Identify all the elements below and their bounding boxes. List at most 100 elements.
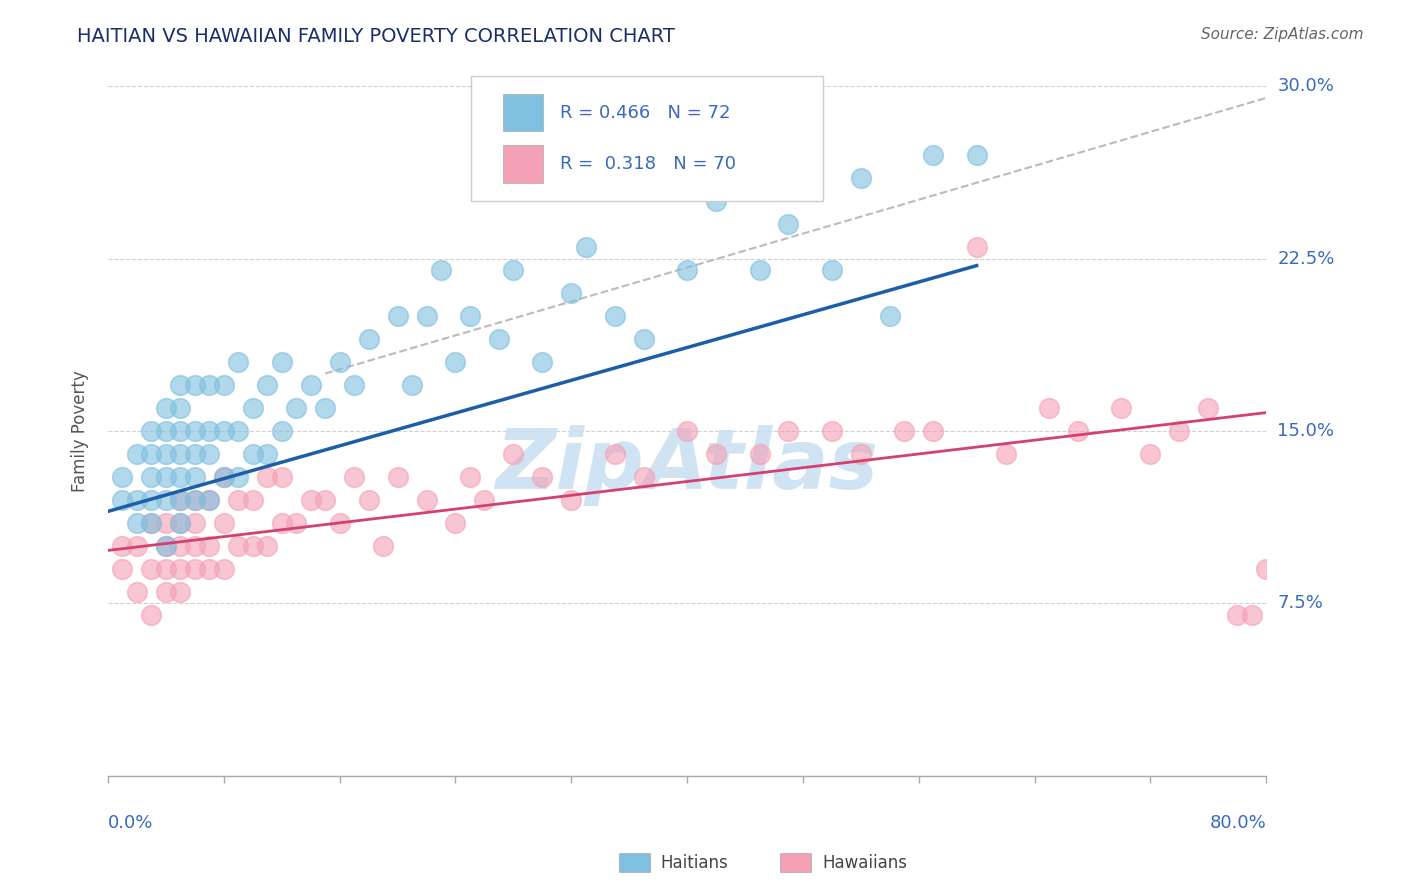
Point xyxy=(226,470,249,484)
Point xyxy=(748,447,770,461)
Point xyxy=(242,401,264,415)
Point xyxy=(125,492,148,507)
Point xyxy=(256,447,278,461)
Point xyxy=(184,470,207,484)
Point xyxy=(458,470,481,484)
Point xyxy=(198,492,221,507)
Point xyxy=(256,470,278,484)
Point xyxy=(270,516,292,530)
Point xyxy=(198,562,221,576)
Point xyxy=(169,492,191,507)
Point xyxy=(184,539,207,553)
Point xyxy=(155,539,177,553)
Point xyxy=(256,378,278,392)
Point xyxy=(111,539,134,553)
Point xyxy=(169,584,191,599)
Point xyxy=(415,492,437,507)
Point xyxy=(299,378,322,392)
Point xyxy=(184,424,207,438)
Point xyxy=(141,562,163,576)
Point xyxy=(1067,424,1090,438)
Point xyxy=(212,470,235,484)
Point xyxy=(141,424,163,438)
Point xyxy=(226,424,249,438)
Point xyxy=(141,516,163,530)
Point xyxy=(531,355,554,369)
Point xyxy=(169,424,191,438)
Point xyxy=(1256,562,1278,576)
Point xyxy=(387,309,409,323)
Point xyxy=(966,148,988,162)
Point xyxy=(125,516,148,530)
Point xyxy=(357,492,380,507)
Point xyxy=(343,470,366,484)
Point xyxy=(575,240,598,254)
Text: 22.5%: 22.5% xyxy=(1278,250,1334,268)
Point xyxy=(343,378,366,392)
Text: 15.0%: 15.0% xyxy=(1278,422,1334,440)
Point xyxy=(329,516,352,530)
Point xyxy=(488,332,510,346)
Point xyxy=(748,263,770,277)
Point xyxy=(633,470,655,484)
Point xyxy=(357,332,380,346)
Point xyxy=(1111,401,1133,415)
Point xyxy=(111,492,134,507)
Point xyxy=(415,309,437,323)
Point xyxy=(212,470,235,484)
Point xyxy=(994,447,1017,461)
Point xyxy=(849,171,872,186)
Point xyxy=(184,492,207,507)
Point xyxy=(285,516,308,530)
Point xyxy=(633,332,655,346)
Text: ZipAtlas: ZipAtlas xyxy=(495,425,879,506)
Text: 30.0%: 30.0% xyxy=(1278,78,1334,95)
Point xyxy=(111,562,134,576)
Point xyxy=(444,516,467,530)
Point xyxy=(169,492,191,507)
Point xyxy=(169,447,191,461)
Point xyxy=(125,539,148,553)
Point xyxy=(184,562,207,576)
Point xyxy=(1197,401,1219,415)
Point xyxy=(155,584,177,599)
Point xyxy=(212,378,235,392)
Point xyxy=(560,492,582,507)
Point xyxy=(387,470,409,484)
Point xyxy=(458,309,481,323)
Point xyxy=(155,492,177,507)
Point xyxy=(169,562,191,576)
Point xyxy=(198,447,221,461)
Text: Source: ZipAtlas.com: Source: ZipAtlas.com xyxy=(1201,27,1364,42)
Point xyxy=(198,492,221,507)
Text: 0.0%: 0.0% xyxy=(108,814,153,832)
Point xyxy=(155,562,177,576)
Point xyxy=(169,470,191,484)
Point xyxy=(966,240,988,254)
Point xyxy=(155,470,177,484)
Point xyxy=(1240,607,1263,622)
Point xyxy=(1168,424,1191,438)
Point xyxy=(821,424,844,438)
Point xyxy=(821,263,844,277)
Point xyxy=(242,539,264,553)
Point xyxy=(531,470,554,484)
Point xyxy=(704,447,727,461)
Point xyxy=(922,148,945,162)
Point xyxy=(778,217,800,231)
Point xyxy=(169,516,191,530)
Point xyxy=(270,355,292,369)
Point xyxy=(922,424,945,438)
Point xyxy=(198,378,221,392)
Point xyxy=(141,516,163,530)
Text: 7.5%: 7.5% xyxy=(1278,594,1323,612)
Point xyxy=(155,516,177,530)
Point xyxy=(155,424,177,438)
Point xyxy=(444,355,467,369)
Point xyxy=(184,516,207,530)
Point xyxy=(285,401,308,415)
Point xyxy=(603,447,626,461)
Point xyxy=(169,401,191,415)
Point xyxy=(676,263,699,277)
Y-axis label: Family Poverty: Family Poverty xyxy=(72,370,89,491)
